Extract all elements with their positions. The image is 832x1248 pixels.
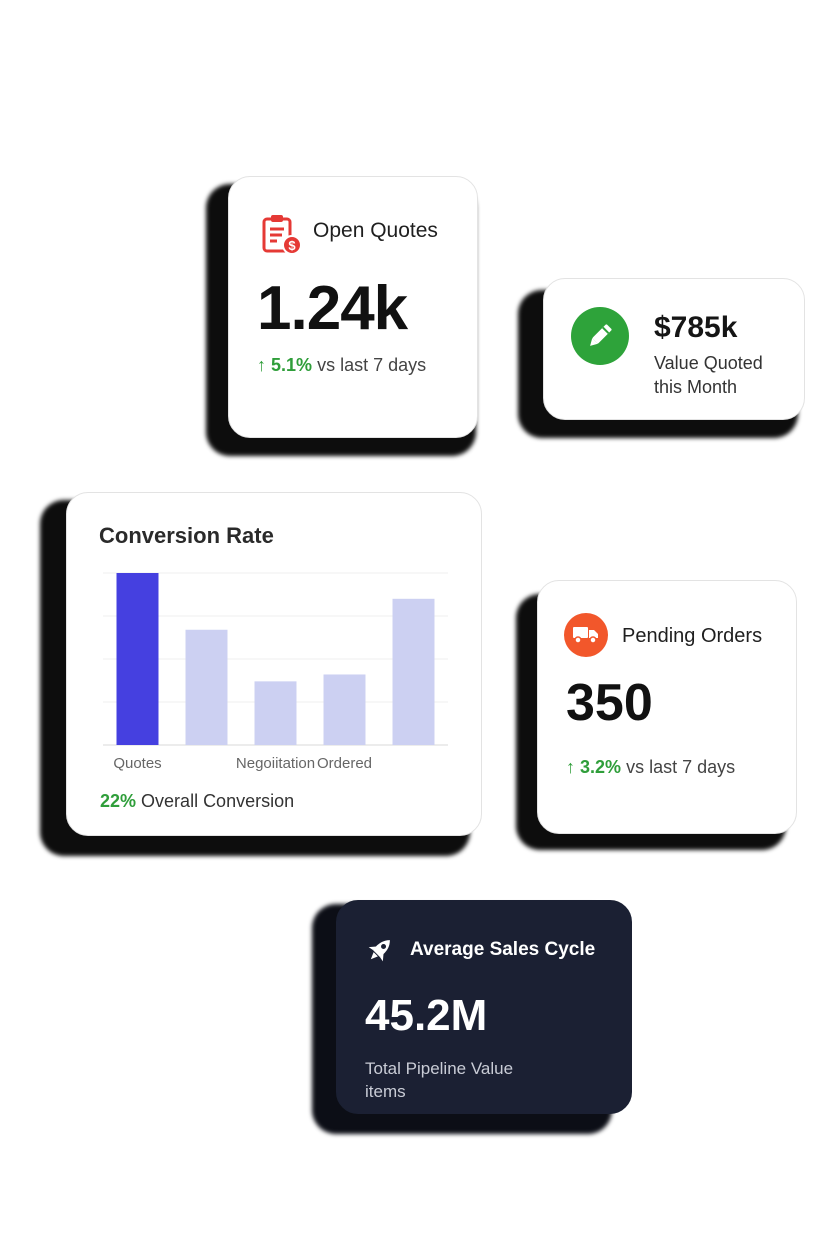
chart-bar[interactable] xyxy=(185,629,228,745)
trend-up-arrow-icon: ↑ xyxy=(257,355,266,375)
value-quoted-label-line1: Value Quoted xyxy=(654,353,763,373)
sales-cycle-label: Total Pipeline Value items xyxy=(365,1057,565,1103)
conversion-rate-title: Conversion Rate xyxy=(99,523,274,548)
pending-orders-trend-value: 3.2% xyxy=(580,757,622,777)
pending-orders-trend: ↑ 3.2% vs last 7 days xyxy=(566,757,735,778)
conversion-rate-card[interactable]: Conversion Rate Quotes Negoiitation Ordere… xyxy=(66,492,482,836)
conversion-bar-chart: Quotes Negoiitation Ordered xyxy=(103,572,448,771)
value-quoted-label-line2: this Month xyxy=(654,377,738,397)
chart-bar[interactable] xyxy=(392,598,435,745)
svg-text:$: $ xyxy=(288,238,296,253)
trend-up-arrow-icon: ↑ xyxy=(566,757,575,777)
sales-cycle-title: Average Sales Cycle xyxy=(410,939,596,960)
value-quoted-label: Value Quoted this Month xyxy=(654,351,794,399)
pending-orders-card[interactable]: Pending Orders 350 ↑ 3.2% vs last 7 days xyxy=(537,580,797,834)
sales-cycle-label-line1: Total Pipeline Value xyxy=(365,1059,514,1078)
sales-cycle-card[interactable]: Average Sales Cycle 45.2M Total Pipeline… xyxy=(336,900,632,1114)
chart-tick-label: Ordered xyxy=(317,755,372,771)
conversion-footer-text: Overall Conversion xyxy=(141,791,295,811)
pencil-icon xyxy=(571,307,629,365)
open-quotes-value: 1.24k xyxy=(257,274,408,343)
chart-bar[interactable] xyxy=(323,674,366,745)
open-quotes-title: Open Quotes xyxy=(313,219,438,242)
pending-orders-title: Pending Orders xyxy=(622,625,763,647)
open-quotes-trend: ↑ 5.1% vs last 7 days xyxy=(257,355,426,376)
chart-bar[interactable] xyxy=(116,573,159,745)
clipboard-dollar-icon: $ xyxy=(261,213,303,255)
pending-orders-value: 350 xyxy=(566,674,653,732)
open-quotes-trend-text: vs last 7 days xyxy=(317,355,427,375)
rocket-icon xyxy=(365,935,395,970)
chart-tick-label: Negoiitation xyxy=(236,755,315,771)
value-quoted-card[interactable]: $785k Value Quoted this Month xyxy=(543,278,805,420)
chart-bar[interactable] xyxy=(254,681,297,745)
conversion-footer: 22% Overall Conversion xyxy=(100,791,294,812)
open-quotes-card[interactable]: $ Open Quotes 1.24k ↑ 5.1% vs last 7 day… xyxy=(228,176,478,438)
value-quoted-value: $785k xyxy=(654,311,738,344)
sales-cycle-value: 45.2M xyxy=(365,991,488,1040)
sales-cycle-label-line2: items xyxy=(365,1082,406,1101)
truck-icon xyxy=(564,613,608,657)
open-quotes-trend-value: 5.1% xyxy=(271,355,313,375)
chart-tick-label: Quotes xyxy=(113,755,161,771)
pending-orders-trend-text: vs last 7 days xyxy=(626,757,736,777)
conversion-footer-value: 22% xyxy=(100,791,137,811)
